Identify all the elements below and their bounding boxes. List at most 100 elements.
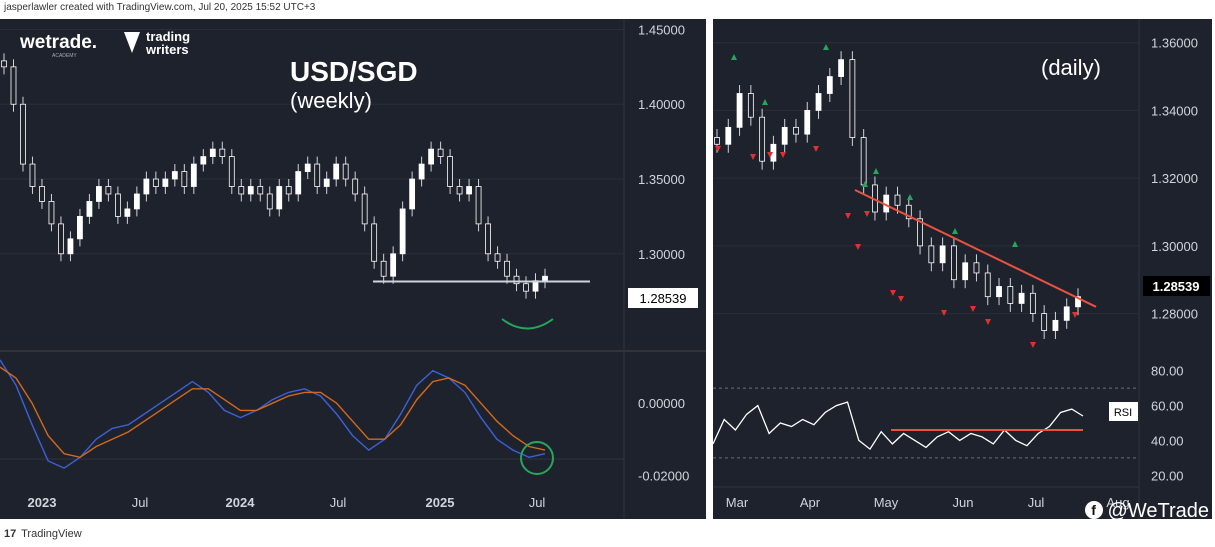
weekly-x-tick: Jul — [330, 495, 347, 510]
daily-y-tick: 1.32000 — [1151, 171, 1198, 186]
weekly-candle-body — [456, 186, 463, 195]
chart-credit: jasperlawler created with TradingView.co… — [4, 2, 316, 13]
weekly-candle-body — [485, 223, 491, 255]
daily-candle-body — [905, 204, 912, 220]
facebook-icon: f — [1084, 501, 1103, 519]
weekly-candle-body — [96, 186, 102, 202]
weekly-candle-body — [39, 186, 45, 202]
daily-up-marker — [873, 168, 879, 174]
daily-x-tick: Mar — [726, 495, 749, 510]
weekly-candle-body — [361, 193, 368, 225]
daily-up-marker — [762, 99, 768, 105]
daily-candle-body — [781, 126, 788, 145]
daily-y-tick: 1.36000 — [1151, 36, 1198, 51]
daily-down-marker — [1030, 342, 1036, 348]
daily-y-tick: 1.30000 — [1151, 239, 1198, 254]
daily-y-tick: 1.28000 — [1151, 307, 1198, 322]
weekly-candle-body — [523, 283, 529, 292]
daily-candle-body — [804, 110, 811, 135]
daily-candle-body — [894, 194, 901, 206]
daily-down-marker — [813, 146, 819, 152]
weekly-candle-body — [475, 186, 482, 225]
rsi-y-tick: 60.00 — [1151, 399, 1184, 414]
weekly-candle-body — [390, 253, 397, 277]
weekly-candle-body — [399, 208, 406, 255]
weekly-candle-body — [143, 178, 150, 195]
weekly-candle-body — [342, 163, 349, 180]
daily-candle-body — [826, 76, 833, 94]
daily-down-marker — [715, 146, 721, 152]
daily-down-marker — [985, 319, 991, 325]
weekly-candle-body — [418, 163, 425, 180]
daily-candle-body — [973, 262, 980, 274]
weekly-candle-body — [295, 171, 302, 195]
trading-writers-logo-icon — [124, 32, 140, 53]
daily-candle-body — [747, 93, 754, 118]
weekly-candle-body — [314, 163, 321, 187]
weekly-candle-body — [67, 238, 74, 255]
daily-down-marker — [941, 310, 947, 316]
weekly-y-tick: 1.40000 — [638, 97, 685, 112]
weekly-chart-panel[interactable]: 1.45000 1.40000 1.35000 1.30000 0.00000 -0.02… — [0, 19, 706, 519]
rsi-line — [713, 401, 1084, 451]
chart-title: USD/SGD — [290, 56, 418, 87]
weekly-candle-body — [10, 66, 17, 105]
weekly-candle-body — [124, 208, 131, 217]
weekly-price-label: 1.28539 — [640, 291, 687, 306]
weekly-candle-body — [77, 216, 83, 240]
daily-price-label-box — [1143, 276, 1210, 296]
weekly-candle-body — [409, 178, 416, 210]
daily-price-label: 1.28539 — [1153, 279, 1200, 294]
daily-candle-body — [793, 126, 799, 135]
weekly-candle-body — [352, 178, 359, 195]
weekly-candle-body — [371, 223, 378, 262]
daily-candle-body — [714, 137, 720, 145]
daily-up-marker — [952, 228, 958, 234]
tradingview-brand: TradingView — [21, 528, 82, 540]
weekly-candle-body — [200, 156, 207, 165]
weekly-x-tick: 2024 — [226, 495, 256, 510]
daily-down-marker — [855, 244, 861, 250]
tradingview-logo-icon: 17 — [4, 528, 17, 540]
daily-x-tick: Apr — [800, 495, 821, 510]
weekly-candle-body — [380, 260, 387, 277]
daily-candle-body — [725, 126, 732, 145]
daily-candle-body — [962, 262, 969, 281]
daily-up-marker — [862, 181, 868, 187]
weekly-y-tick: 1.30000 — [638, 247, 685, 262]
wetrade-watermark: f @WeTrade — [1084, 500, 1209, 523]
daily-x-tick: Jun — [953, 495, 974, 510]
weekly-candle-body — [58, 223, 64, 255]
weekly-candle-body — [437, 148, 444, 157]
weekly-candle-body — [105, 186, 112, 195]
weekly-bottom-arc — [501, 318, 554, 330]
weekly-candle-body — [181, 171, 188, 187]
wetrade-logo-sub: ACADEMY — [52, 53, 77, 59]
daily-candle-body — [1063, 306, 1070, 321]
macd-y-tick: -0.02000 — [638, 468, 689, 483]
daily-chart-panel[interactable]: 1.36000 1.34000 1.32000 1.30000 1.28000 80.00… — [713, 19, 1212, 519]
daily-down-marker — [780, 152, 786, 158]
macd-crossover-circle — [520, 441, 554, 475]
daily-x-tick: Jul — [1028, 495, 1045, 510]
daily-candle-body — [917, 218, 923, 247]
weekly-candle-body — [257, 186, 264, 195]
daily-subtitle: (daily) — [1041, 55, 1101, 80]
trading-writers-logo-line2: writers — [145, 42, 189, 57]
daily-down-marker — [890, 290, 896, 296]
weekly-x-tick: 2023 — [28, 495, 57, 510]
weekly-candle-body — [219, 148, 226, 157]
chart-subtitle: (weekly) — [290, 88, 372, 113]
weekly-candle-body — [228, 156, 235, 187]
daily-candle-body — [860, 137, 867, 186]
rsi-y-tick: 40.00 — [1151, 433, 1184, 448]
macd-signal-line — [0, 366, 546, 459]
daily-candle-body — [759, 116, 766, 162]
weekly-y-tick: 1.35000 — [638, 172, 685, 187]
weekly-y-tick: 1.45000 — [638, 22, 685, 37]
daily-candle-body — [1041, 313, 1048, 331]
weekly-candle-body — [29, 163, 36, 187]
weekly-x-tick: 2025 — [426, 495, 455, 510]
macd-y-tick: 0.00000 — [638, 396, 685, 411]
weekly-candle-body — [238, 186, 245, 195]
